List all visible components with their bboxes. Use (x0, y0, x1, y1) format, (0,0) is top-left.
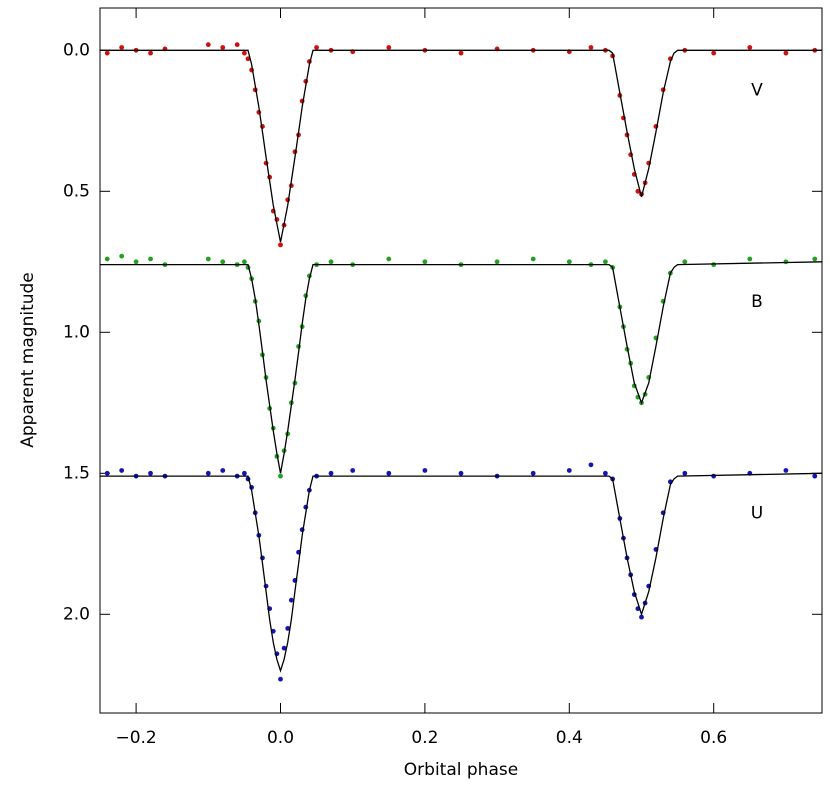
data-point (119, 45, 125, 50)
x-tick-label: 0.2 (411, 728, 438, 748)
x-tick-label: 0.6 (700, 728, 727, 748)
data-point (422, 259, 428, 265)
data-point (711, 262, 717, 268)
x-tick-label: 0.0 (267, 728, 294, 748)
data-point (682, 259, 688, 265)
model-curve (100, 261, 823, 474)
data-point (530, 470, 536, 476)
data-point (314, 45, 319, 50)
data-point (205, 470, 211, 476)
y-axis-label: Apparent magnitude (18, 272, 38, 448)
series-label: U (751, 503, 763, 523)
series-label: V (751, 80, 763, 100)
data-point (148, 256, 153, 262)
model-curve (100, 49, 822, 243)
plot-frame (99, 7, 823, 714)
data-point (281, 645, 287, 651)
data-point (812, 473, 818, 479)
data-point (588, 462, 594, 468)
data-point (386, 470, 392, 476)
data-point (682, 470, 688, 476)
data-point (205, 42, 211, 48)
model-curve (100, 472, 823, 673)
data-point (812, 256, 818, 262)
data-point (285, 626, 291, 631)
data-point (422, 468, 428, 473)
data-point (783, 50, 789, 56)
data-point (242, 470, 247, 476)
data-point (588, 45, 594, 50)
data-point (220, 45, 226, 50)
data-point (205, 256, 211, 262)
y-tick-label: 1.0 (63, 322, 90, 342)
data-point (783, 259, 789, 265)
data-point (220, 259, 226, 265)
data-point (278, 473, 283, 479)
data-point (119, 253, 125, 259)
data-point (783, 468, 789, 473)
data-point (119, 468, 125, 473)
data-point (328, 259, 334, 265)
data-point (711, 473, 717, 479)
data-point (458, 50, 464, 56)
y-tick-label: 0.5 (63, 181, 90, 201)
data-point (278, 242, 283, 248)
data-point (566, 468, 572, 473)
data-point (220, 468, 226, 473)
data-point (711, 50, 717, 56)
y-tick-label: 1.5 (63, 463, 90, 483)
data-point (234, 42, 240, 48)
data-point (603, 470, 608, 476)
data-point (328, 470, 334, 476)
y-tick-label: 2.0 (63, 604, 90, 624)
data-point (104, 256, 110, 262)
data-point (350, 468, 356, 473)
data-point (104, 470, 110, 476)
data-point (148, 50, 153, 56)
data-point (242, 50, 247, 56)
x-tick-label: −0.2 (115, 728, 156, 748)
data-point (458, 470, 464, 476)
data-point (639, 614, 644, 620)
data-point (133, 259, 139, 265)
data-point (386, 256, 392, 262)
x-axis-label: Orbital phase (404, 760, 518, 780)
data-point (104, 50, 110, 56)
data-point (242, 259, 247, 265)
data-point (386, 45, 392, 50)
data-point (494, 259, 500, 265)
data-point (747, 256, 753, 262)
y-tick-label: 0.0 (63, 40, 90, 60)
data-point (747, 45, 753, 50)
data-point (635, 188, 641, 194)
data-point (278, 676, 283, 682)
series-label: B (751, 292, 763, 312)
x-tick-label: 0.4 (556, 728, 583, 748)
data-point (148, 470, 153, 476)
data-point (530, 256, 536, 262)
data-point (566, 259, 572, 265)
data-point (603, 259, 608, 265)
data-point (288, 597, 294, 603)
